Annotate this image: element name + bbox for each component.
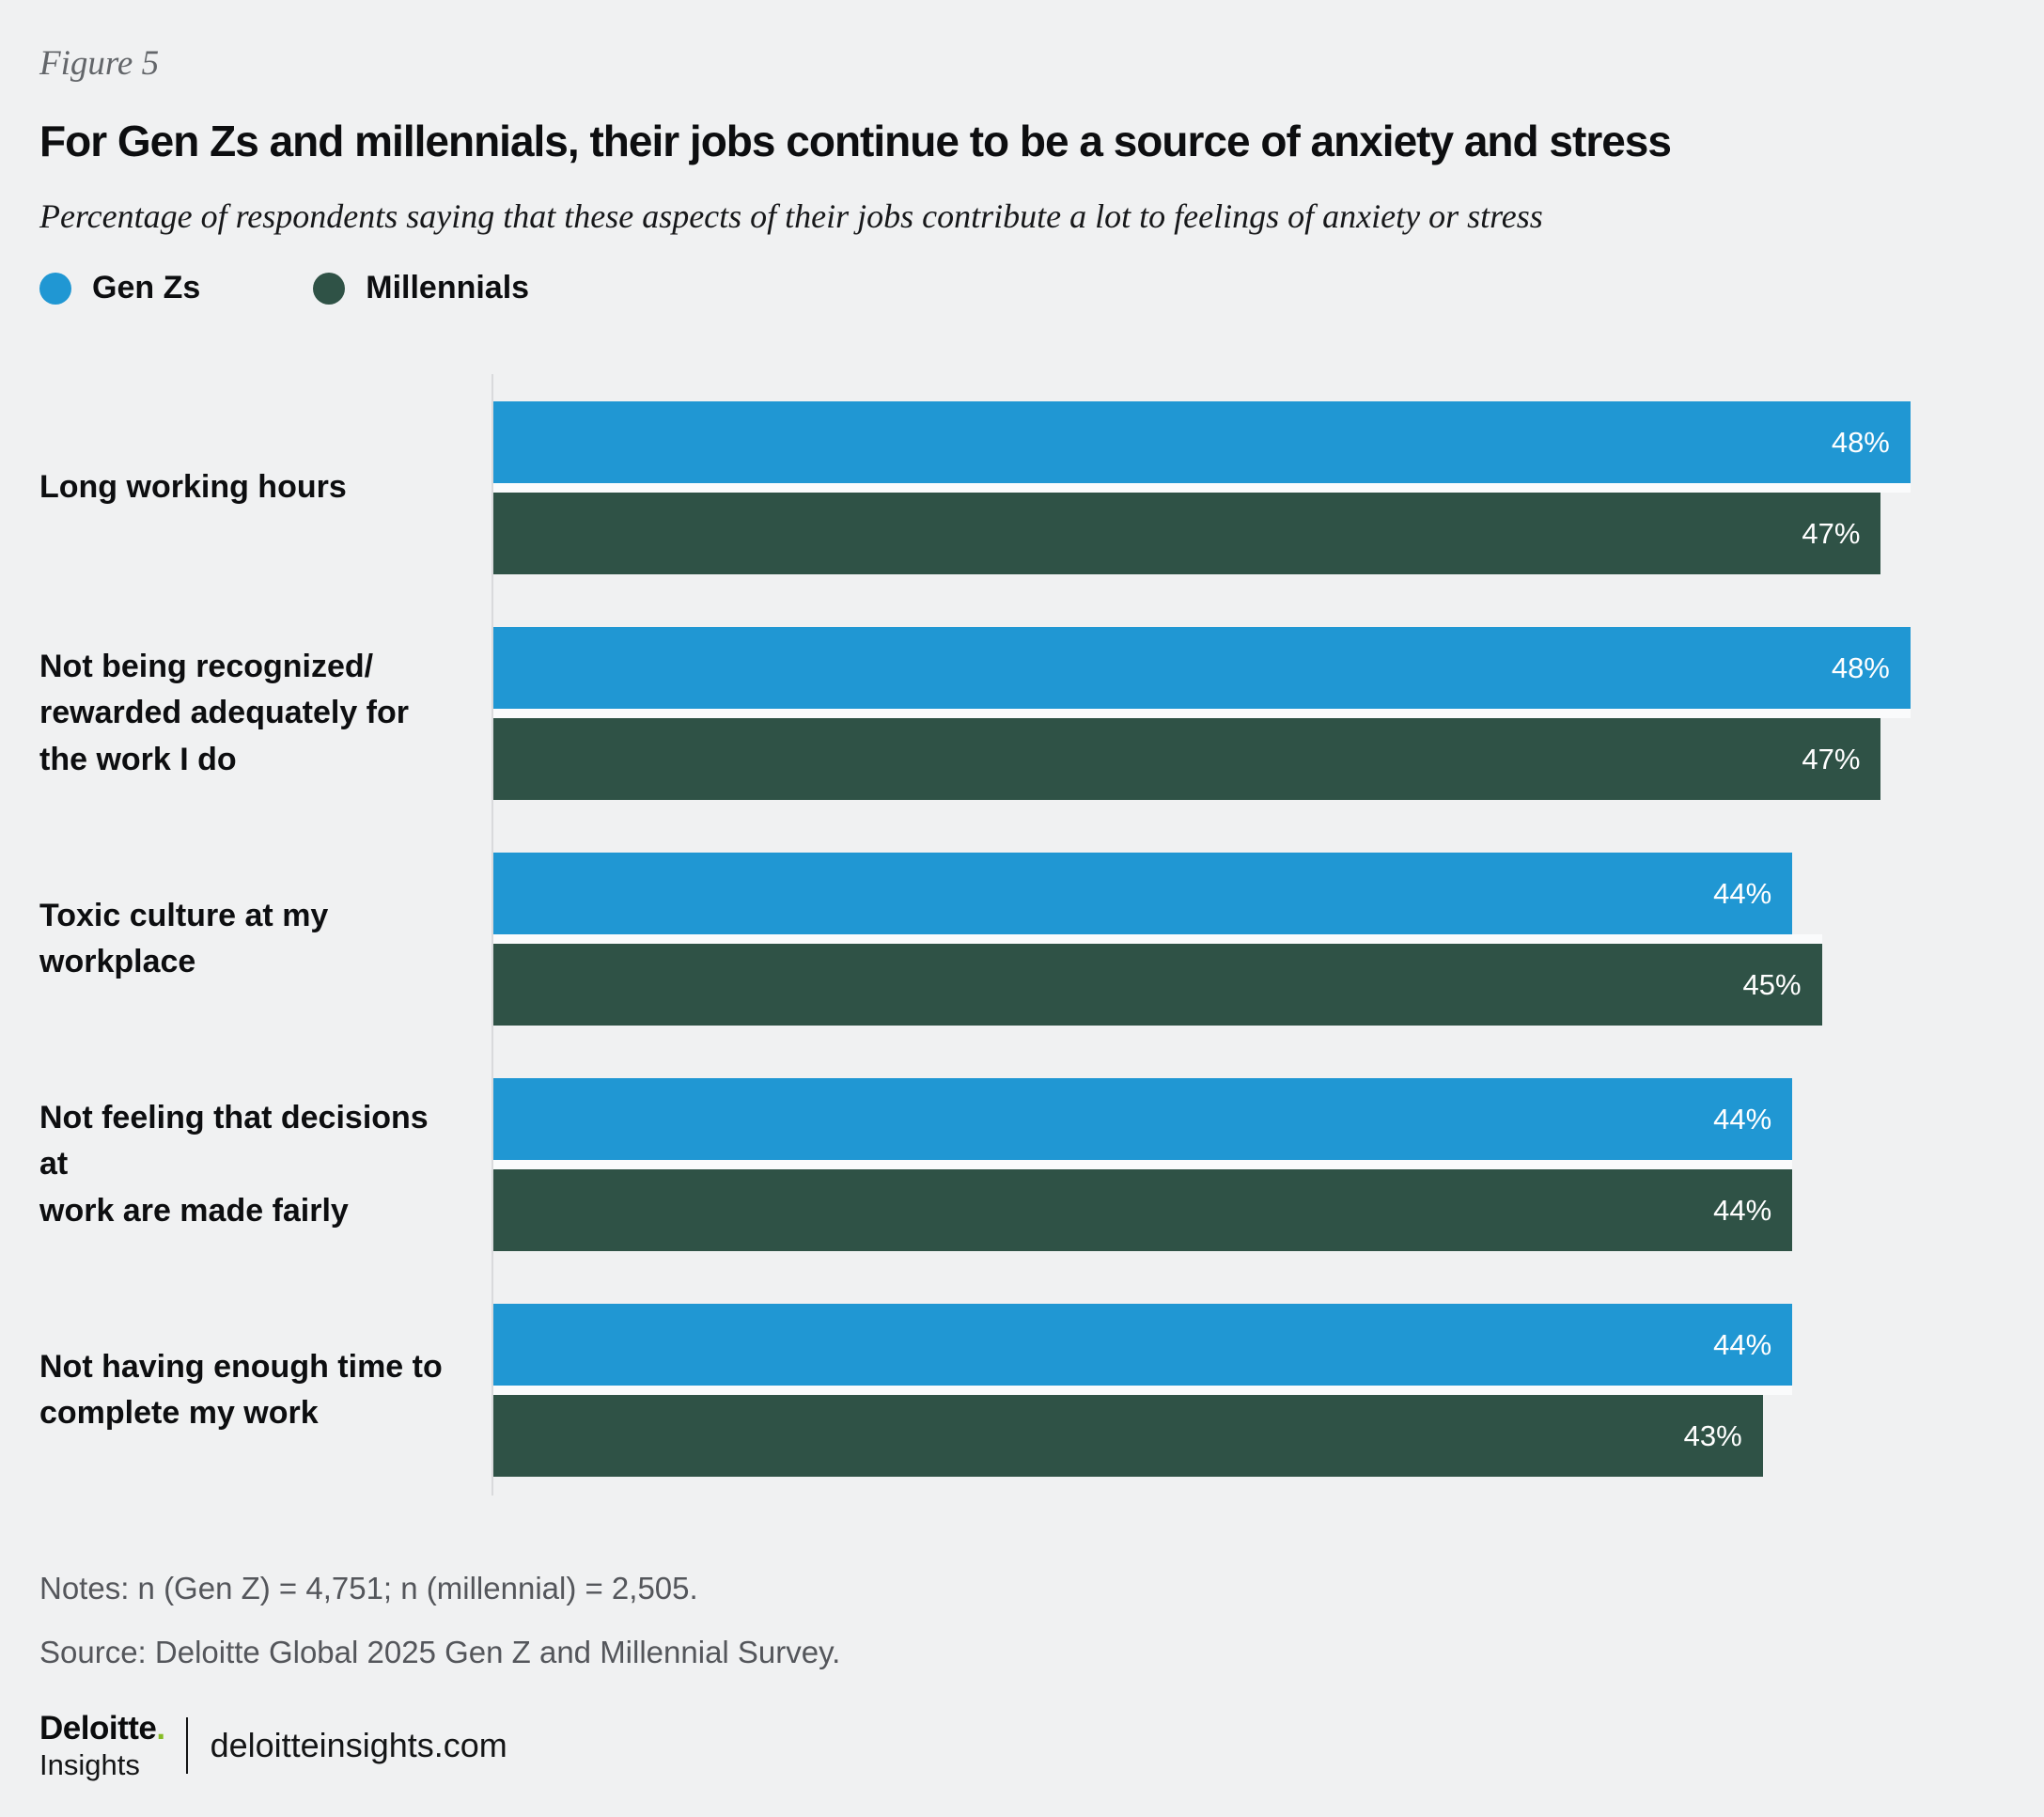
category-label: Not feeling that decisions at work are m… [39,1100,429,1229]
genz-bar: 44% [492,1078,1793,1160]
chart-row: Not feeling that decisions at work are m… [0,1078,2044,1251]
millennial-bar-value: 43% [1683,1418,1742,1452]
millennial-bar-value: 44% [1713,1193,1772,1227]
chart-rows: Long working hours 48% 47% Not being rec… [0,374,2044,1477]
footnotes: Notes: n (Gen Z) = 4,751; n (millennial)… [0,1571,2044,1670]
category-label: Toxic culture at my workplace [39,897,329,979]
millennials-legend-dot-icon [313,272,346,305]
bar-gap [492,934,1822,944]
category-label: Not having enough time to complete my wo… [39,1348,443,1431]
figure-label: Figure 5 [39,44,160,83]
millennial-bar: 45% [492,944,1822,1026]
deloitte-wordmark: Deloitte. [39,1712,165,1745]
bar-gap [492,1160,1793,1169]
millennial-bar: 44% [492,1169,1793,1251]
genz-bar: 44% [492,853,1793,934]
legend-label-genz: Gen Zs [92,270,201,305]
millennial-bar: 43% [492,1395,1763,1477]
chart-title: For Gen Zs and millennials, their jobs c… [39,117,1672,165]
bar-pair: 48% 47% [492,401,2044,574]
chart-header: Figure 5 For Gen Zs and millennials, the… [0,0,2044,306]
bar-pair: 44% 44% [492,1078,2044,1251]
bar-pair: 44% 43% [492,1304,2044,1477]
genz-bar-value: 48% [1831,650,1890,684]
millennial-bar-value: 47% [1802,742,1861,775]
bar-gap [492,709,1911,718]
bar-gap [492,483,1911,493]
bar-pair: 48% 47% [492,627,2044,800]
site-url: deloitteinsights.com [210,1726,507,1764]
deloitte-green-dot-icon: . [156,1710,165,1747]
genz-bar-value: 44% [1713,1102,1772,1136]
genz-bar: 48% [492,401,1911,483]
genz-bar: 48% [492,627,1911,709]
deloitte-insights-logo: Deloitte. Insights [39,1712,165,1779]
millennial-bar: 47% [492,718,1881,800]
genz-bar-value: 44% [1713,1327,1772,1361]
category-label: Long working hours [39,469,347,506]
chart-subtitle: Percentage of respondents saying that th… [39,197,1543,235]
legend-item-millennials: Millennials [313,270,529,306]
millennial-bar-value: 47% [1802,516,1861,550]
bar-chart: Long working hours 48% 47% Not being rec… [0,374,2044,1496]
millennial-bar: 47% [492,493,1881,574]
footer-divider [185,1717,188,1774]
millennial-bar-value: 45% [1742,967,1802,1001]
bar-pair: 44% 45% [492,853,2044,1026]
notes-text: Notes: n (Gen Z) = 4,751; n (millennial)… [39,1571,698,1606]
insights-wordmark: Insights [39,1748,140,1781]
legend: Gen Zs Millennials [39,270,2005,306]
chart-row: Toxic culture at my workplace 44% 45% [0,853,2044,1026]
category-label: Not being recognized/ rewarded adequatel… [39,649,410,777]
legend-label-millennials: Millennials [366,270,530,305]
deloitte-wordmark-text: Deloitte [39,1710,157,1747]
legend-item-genz: Gen Zs [39,270,200,306]
footer: Deloitte. Insights deloitteinsights.com [0,1712,2044,1779]
chart-row: Long working hours 48% 47% [0,401,2044,574]
chart-row: Not having enough time to complete my wo… [0,1304,2044,1477]
genz-bar-value: 48% [1831,425,1890,459]
genz-bar-value: 44% [1713,876,1772,910]
source-text: Source: Deloitte Global 2025 Gen Z and M… [39,1635,841,1669]
genz-bar: 44% [492,1304,1793,1386]
bar-gap [492,1386,1793,1395]
chart-row: Not being recognized/ rewarded adequatel… [0,627,2044,800]
y-axis-line [491,374,493,1496]
genz-legend-dot-icon [39,272,71,305]
